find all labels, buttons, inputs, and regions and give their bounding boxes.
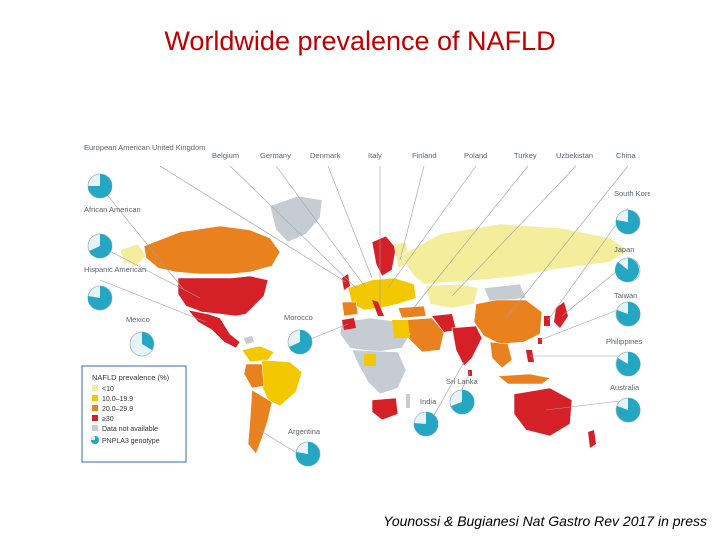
morocco <box>342 318 356 330</box>
pie-sri-lanka <box>449 389 475 415</box>
pie-argentina <box>295 441 321 467</box>
nafld-world-map: European American United Kingdom Belgium… <box>80 138 650 468</box>
pie-taiwan <box>615 301 641 327</box>
label-african-american: African American <box>84 205 141 214</box>
greenland <box>269 195 323 243</box>
madagascar <box>406 394 410 408</box>
nigeria <box>364 354 376 366</box>
label-taiwan: Taiwan <box>614 291 637 300</box>
italy <box>372 300 384 316</box>
china <box>473 299 543 345</box>
egypt <box>392 320 410 338</box>
leader-lines <box>99 165 629 461</box>
legend-label-1: <10 <box>102 386 114 393</box>
chile-argentina <box>247 389 273 455</box>
iran <box>432 314 456 332</box>
label-morocco: Morocco <box>284 313 313 322</box>
label-argentina: Argentina <box>288 427 321 436</box>
label-south-korea: South Korea <box>614 189 650 198</box>
legend-label-5: Data not available <box>102 426 158 433</box>
label-uzbekistan: Uzbekistan <box>556 151 593 160</box>
europe <box>347 277 417 311</box>
top-row: European American United Kingdom Belgium… <box>84 143 636 199</box>
pie-australia <box>615 397 641 423</box>
label-australia: Australia <box>610 383 640 392</box>
pie-african-american <box>87 233 113 259</box>
peru <box>243 363 265 389</box>
taiwan <box>538 338 542 344</box>
legend-swatch-4 <box>92 415 98 421</box>
label-belgium: Belgium <box>212 151 239 160</box>
pie-japan <box>614 257 641 283</box>
legend-label-4: ≥30 <box>102 416 114 423</box>
pie-india <box>413 411 439 437</box>
legend-label-2: 10.0–19.9 <box>102 396 133 403</box>
legend-title: NAFLD prevalence (%) <box>92 373 170 382</box>
pie-morocco <box>287 329 313 355</box>
label-united-kingdom: United Kingdom <box>152 143 205 152</box>
legend-swatch-3 <box>92 405 98 411</box>
se-asia <box>489 341 513 369</box>
north-africa <box>339 317 411 353</box>
pie-european-american <box>87 173 113 199</box>
legend-swatch-1 <box>92 385 98 391</box>
canada <box>143 225 281 275</box>
label-group-european-american: European American <box>84 143 150 199</box>
left-column: African American Hispanic American Mexic… <box>84 205 155 357</box>
pie-mexico <box>129 331 155 357</box>
label-turkey: Turkey <box>514 151 537 160</box>
mexico <box>187 309 241 349</box>
slide-title: Worldwide prevalence of NAFLD <box>164 26 556 56</box>
japan <box>554 302 568 328</box>
label-china: China <box>616 151 636 160</box>
new-zealand <box>588 430 596 448</box>
inner-labels: Morocco Sri Lanka India Argentina <box>284 313 479 467</box>
india <box>451 325 483 367</box>
label-italy: Italy <box>368 151 382 160</box>
pie-philippines <box>615 351 641 377</box>
legend-swatch-2 <box>92 395 98 401</box>
label-germany: Germany <box>260 151 291 160</box>
label-hispanic-american: Hispanic American <box>84 265 146 274</box>
label-finland: Finland <box>412 151 437 160</box>
mongolia <box>483 283 527 303</box>
australia <box>513 387 573 437</box>
pie-south-korea <box>615 209 641 235</box>
map-land <box>119 195 629 455</box>
south-africa <box>371 397 399 421</box>
label-poland: Poland <box>464 151 487 160</box>
usa <box>177 275 269 317</box>
turkey <box>397 305 427 319</box>
colombia-venezuela <box>241 345 275 363</box>
indonesia <box>497 373 551 385</box>
right-column: South Korea Japan Taiwan Philippines Aus… <box>606 189 650 423</box>
russia <box>399 223 629 285</box>
iberia <box>341 301 359 317</box>
legend-genotype-label: PNPLA3 genotype <box>102 438 160 445</box>
legend-label-3: 20.0–29.9 <box>102 406 133 413</box>
label-mexico: Mexico <box>126 315 150 324</box>
label-european-american: European American <box>84 143 150 152</box>
legend-swatch-5 <box>92 425 98 431</box>
pie-hispanic-american <box>87 285 113 311</box>
map-legend: NAFLD prevalence (%) <10 10.0–19.9 20.0–… <box>81 365 187 463</box>
korea <box>544 316 550 326</box>
legend-frame <box>81 365 187 463</box>
scandinavia <box>371 235 397 277</box>
caribbean <box>244 336 254 344</box>
label-denmark: Denmark <box>310 151 341 160</box>
label-philippines: Philippines <box>606 337 643 346</box>
legend-genotype-icon <box>90 435 100 445</box>
label-sri-lanka: Sri Lanka <box>446 377 479 386</box>
alaska <box>119 243 147 267</box>
label-japan: Japan <box>614 245 634 254</box>
label-india: India <box>420 397 437 406</box>
citation: Younossi & Bugianesi Nat Gastro Rev 2017… <box>383 513 707 529</box>
